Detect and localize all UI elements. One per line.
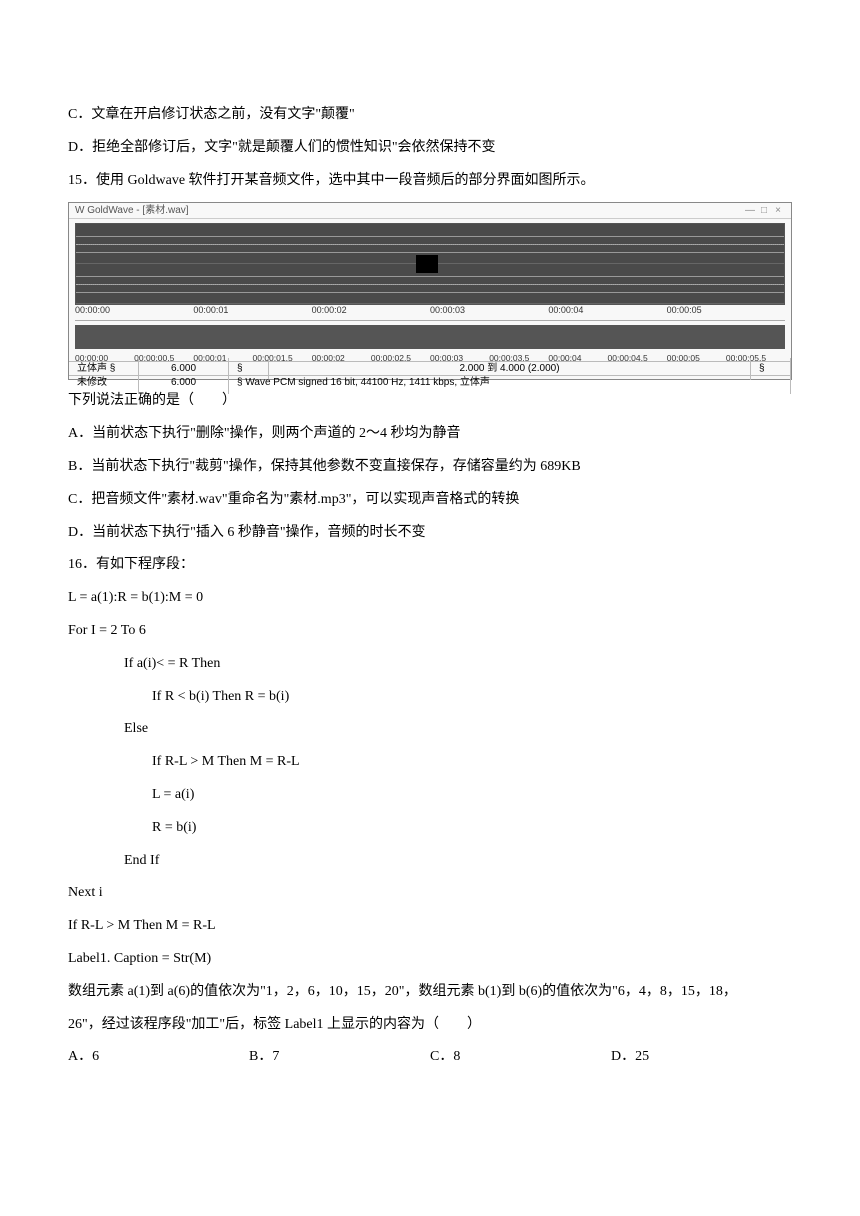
- prev-option-d: D．拒绝全部修订后，文字"就是颠覆人们的惯性知识"会依然保持不变: [68, 133, 792, 164]
- prev-option-c: C．文章在开启修订状态之前，没有文字"颠覆": [68, 100, 792, 131]
- code-line: Label1. Caption = Str(M): [68, 944, 792, 975]
- code-line: If R < b(i) Then R = b(i): [68, 682, 792, 713]
- window-title: W GoldWave - [素材.wav]: [75, 200, 189, 222]
- status-modified: 未修改: [69, 372, 139, 394]
- q15-option-d: D．当前状态下执行"插入 6 秒静音"操作，音频的时长不变: [68, 518, 792, 549]
- q16-option-d: D．25: [611, 1042, 792, 1073]
- q16-option-a: A．6: [68, 1042, 249, 1073]
- q15-stem: 15．使用 Goldwave 软件打开某音频文件，选中其中一段音频后的部分界面如…: [68, 166, 792, 197]
- code-line: R = b(i): [68, 813, 792, 844]
- status-format: § Wave PCM signed 16 bit, 44100 Hz, 1411…: [229, 372, 791, 394]
- q16-stem: 16．有如下程序段：: [68, 550, 792, 581]
- q16-option-b: B．7: [249, 1042, 430, 1073]
- minimize-icon: —: [743, 200, 757, 222]
- q15-option-b: B．当前状态下执行"裁剪"操作，保持其他参数不变直接保存，存储容量约为 689K…: [68, 452, 792, 483]
- q16-option-c: C．8: [430, 1042, 611, 1073]
- close-icon: ×: [771, 200, 785, 222]
- q16-desc-line1: 数组元素 a(1)到 a(6)的值依次为"1，2，6，10，15，20"，数组元…: [68, 977, 792, 1008]
- q16-options-row: A．6 B．7 C．8 D．25: [68, 1042, 792, 1073]
- waveform-overview: [75, 325, 785, 349]
- q15-option-c: C．把音频文件"素材.wav"重命名为"素材.mp3"，可以实现声音格式的转换: [68, 485, 792, 516]
- q15-option-a: A．当前状态下执行"删除"操作，则两个声道的 2～4 秒均为静音: [68, 419, 792, 450]
- code-line: For I = 2 To 6: [68, 616, 792, 647]
- code-line: End If: [68, 846, 792, 877]
- status-bar-row2: 未修改 6.000 § Wave PCM signed 16 bit, 4410…: [69, 375, 791, 389]
- code-line: Next i: [68, 878, 792, 909]
- code-line: If a(i)< = R Then: [68, 649, 792, 680]
- selection-marker: [416, 255, 438, 273]
- waveform-area: [75, 223, 785, 305]
- code-line: L = a(1):R = b(1):M = 0: [68, 583, 792, 614]
- goldwave-screenshot: W GoldWave - [素材.wav] — □ × 00:00:00 00:…: [68, 202, 792, 380]
- code-line: If R-L > M Then M = R-L: [68, 911, 792, 942]
- status-length2: 6.000: [139, 372, 229, 394]
- time-ruler-main: 00:00:00 00:00:01 00:00:02 00:00:03 00:0…: [75, 305, 785, 321]
- code-line: If R-L > M Then M = R-L: [68, 747, 792, 778]
- window-title-bar: W GoldWave - [素材.wav] — □ ×: [69, 203, 791, 219]
- maximize-icon: □: [757, 200, 771, 222]
- code-line: Else: [68, 714, 792, 745]
- q16-desc-line2: 26"，经过该程序段"加工"后，标签 Label1 上显示的内容为（ ）: [68, 1010, 792, 1041]
- code-line: L = a(i): [68, 780, 792, 811]
